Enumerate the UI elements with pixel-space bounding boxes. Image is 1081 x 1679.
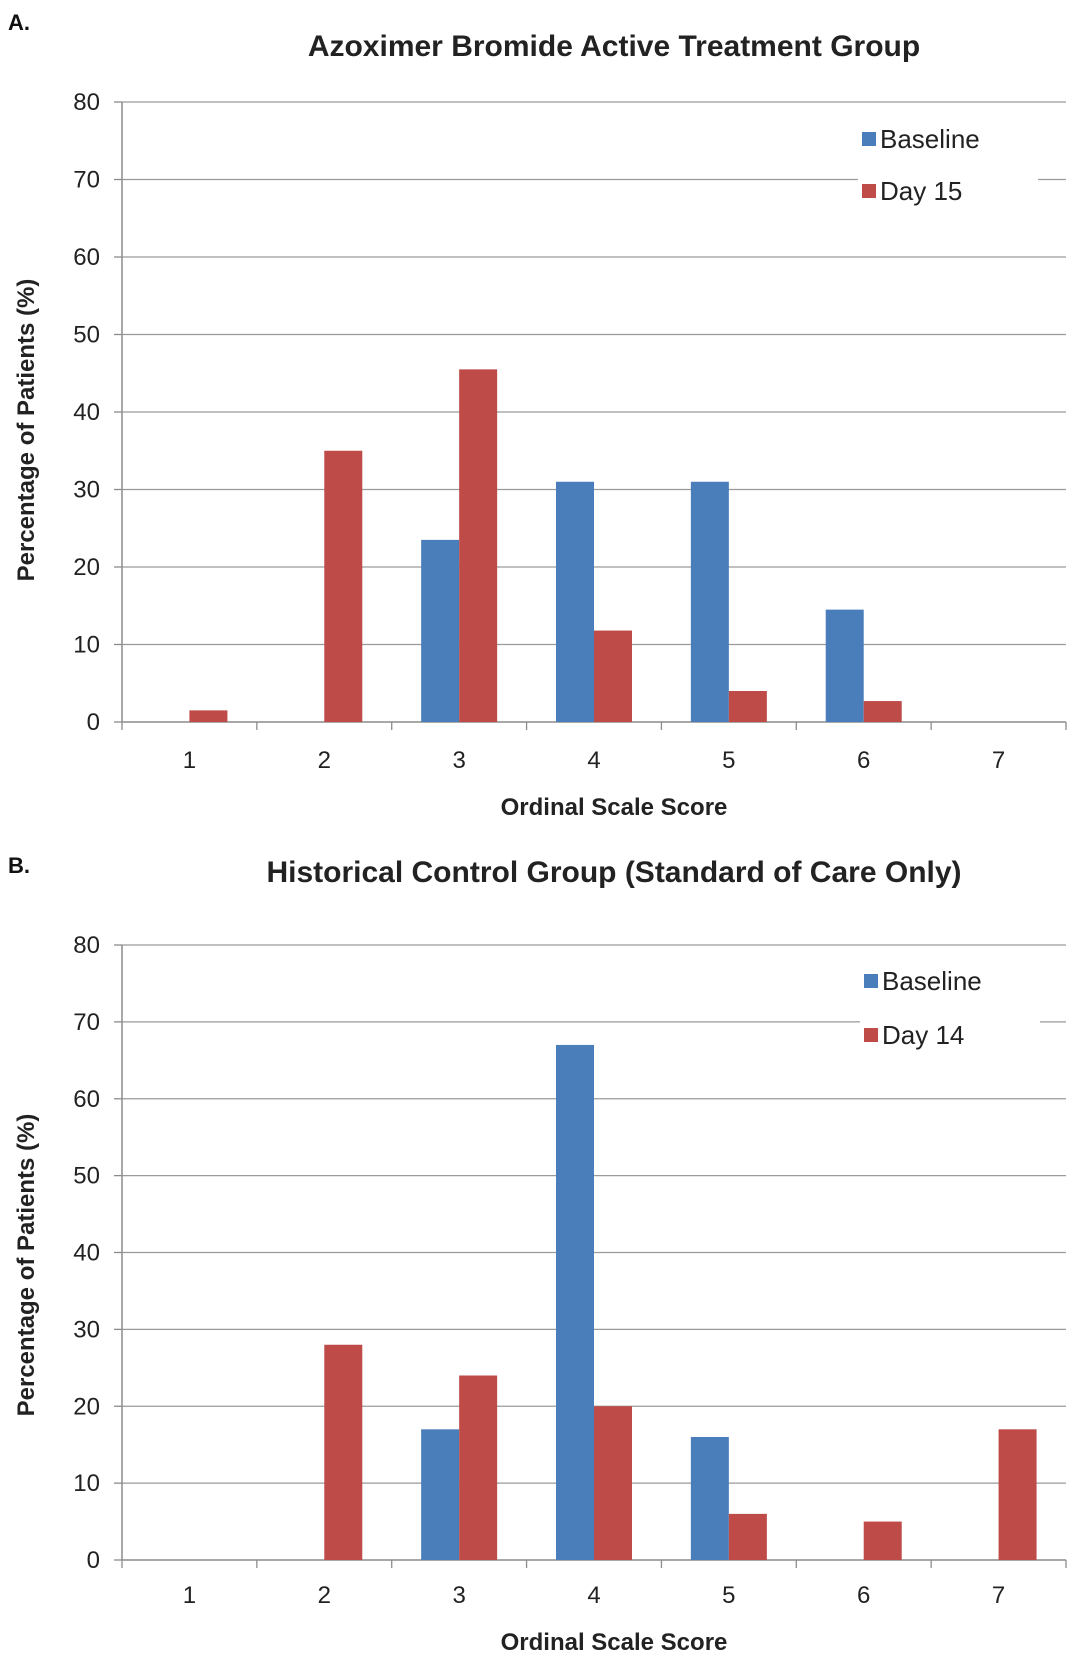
x-tick-label: 7 [992,747,1005,774]
bar-followup-2 [324,1344,363,1560]
legend-label: Baseline [882,966,982,996]
y-tick-label: 80 [73,932,100,959]
bar-followup-1 [189,710,228,722]
x-tick-label: 2 [318,1582,331,1609]
y-tick-label: 60 [73,244,100,271]
bar-baseline-4 [556,1044,594,1560]
y-tick-label: 70 [73,167,100,194]
bar-baseline-5 [690,481,729,722]
y-tick-label: 20 [73,1393,100,1420]
legend-label: Day 14 [882,1020,964,1050]
x-tick-label: 3 [452,747,465,774]
x-tick-label: 3 [452,1582,465,1609]
y-tick-label: 0 [87,709,100,736]
bar-followup-5 [728,1513,767,1560]
y-tick-label: 20 [73,554,100,581]
bar-followup-3 [459,369,498,722]
chart-title: Historical Control Group (Standard of Ca… [266,856,961,889]
panel-letter: A. [8,10,30,35]
legend: Baseline Day 14 [860,966,1040,1056]
panel-letter: B. [8,853,30,878]
legend-background [858,138,1038,214]
bar-baseline-3 [421,1429,460,1560]
y-tick-label: 60 [73,1086,100,1113]
chart-panel-a: A. Azoximer Bromide Active Treatment Grou… [8,10,1067,821]
legend: Baseline Day 15 [858,124,1038,214]
x-tick-label: 4 [587,1582,600,1609]
x-axis-label: Ordinal Scale Score [501,1629,728,1656]
bar-baseline-5 [690,1437,729,1560]
x-axis-label: Ordinal Scale Score [501,794,728,821]
bar-followup-5 [728,691,767,722]
x-tick-label: 5 [722,1582,735,1609]
bar-baseline-3 [421,539,460,722]
y-tick-label: 10 [73,1470,100,1497]
y-tick-label: 0 [87,1547,100,1574]
legend-swatch-followup [864,1028,878,1042]
y-tick-label: 30 [73,477,100,504]
x-tick-label: 1 [183,747,196,774]
legend-label: Baseline [880,124,980,154]
chart-panel-b: B. Historical Control Group (Standard of … [8,853,1067,1656]
legend-background [860,978,1040,1056]
legend-label: Day 15 [880,176,962,206]
bar-followup-6 [863,1521,902,1560]
bar-followup-4 [594,630,632,722]
legend-swatch-baseline [864,974,878,988]
x-tick-label: 6 [857,747,870,774]
y-tick-label: 40 [73,1240,100,1267]
y-tick-label: 40 [73,399,100,426]
x-tick-label: 6 [857,1582,870,1609]
legend-swatch-baseline [862,132,876,146]
y-tick-label: 50 [73,322,100,349]
bar-baseline-4 [556,481,594,722]
y-tick-label: 70 [73,1009,100,1036]
y-tick-label: 10 [73,632,100,659]
bar-followup-6 [863,701,902,722]
bar-baseline-6 [825,609,864,722]
x-tick-label: 5 [722,747,735,774]
x-tick-label: 7 [992,1582,1005,1609]
bar-followup-4 [594,1406,632,1560]
y-tick-label: 50 [73,1163,100,1190]
bar-followup-7 [998,1429,1037,1560]
y-axis-label: Percentage of Patients (%) [13,1114,40,1417]
y-axis-label: Percentage of Patients (%) [13,279,40,582]
legend-swatch-followup [862,184,876,198]
x-tick-label: 2 [318,747,331,774]
x-tick-label: 4 [587,747,600,774]
y-tick-label: 80 [73,89,100,116]
bar-followup-2 [324,450,363,722]
x-tick-label: 1 [183,1582,196,1609]
bar-followup-3 [459,1375,498,1560]
y-tick-label: 30 [73,1316,100,1343]
chart-title: Azoximer Bromide Active Treatment Group [308,30,920,63]
